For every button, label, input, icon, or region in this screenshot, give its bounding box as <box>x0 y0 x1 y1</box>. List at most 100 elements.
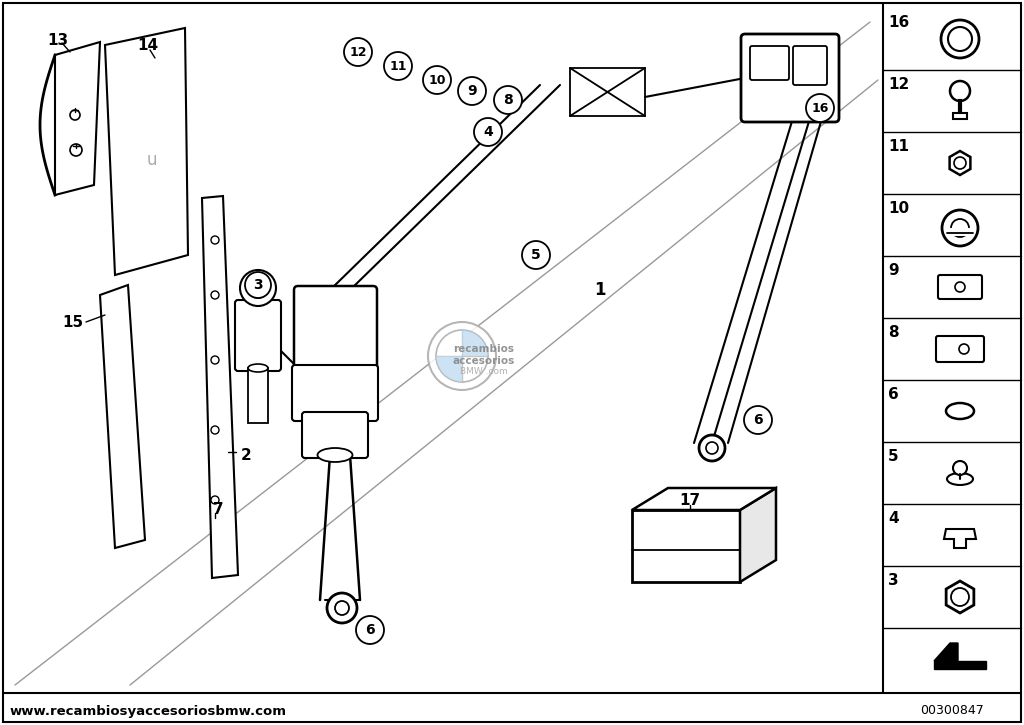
Bar <box>947 228 973 236</box>
Circle shape <box>211 291 219 299</box>
FancyBboxPatch shape <box>292 365 378 421</box>
Circle shape <box>522 241 550 269</box>
Text: 3: 3 <box>888 573 899 588</box>
Text: 00300847: 00300847 <box>921 705 984 718</box>
Text: 6: 6 <box>754 413 763 427</box>
Text: recambios: recambios <box>454 344 514 354</box>
Bar <box>248 368 268 423</box>
Wedge shape <box>436 356 462 382</box>
FancyBboxPatch shape <box>302 412 368 458</box>
Polygon shape <box>55 42 100 195</box>
Circle shape <box>699 435 725 461</box>
Circle shape <box>954 157 966 169</box>
Circle shape <box>959 344 969 354</box>
Text: 8: 8 <box>503 93 513 107</box>
Circle shape <box>245 272 271 298</box>
Circle shape <box>211 496 219 504</box>
Circle shape <box>941 20 979 58</box>
Text: 4: 4 <box>483 125 493 139</box>
Text: 11: 11 <box>389 59 407 72</box>
Polygon shape <box>944 529 976 548</box>
Text: 2: 2 <box>241 447 251 463</box>
Text: 9: 9 <box>467 84 477 98</box>
Text: 9: 9 <box>888 263 899 278</box>
Text: 11: 11 <box>888 139 909 154</box>
Polygon shape <box>934 643 958 661</box>
Text: 10: 10 <box>888 201 909 216</box>
Text: 3: 3 <box>253 278 263 292</box>
Text: 5: 5 <box>531 248 541 262</box>
Circle shape <box>423 66 451 94</box>
Circle shape <box>211 236 219 244</box>
Circle shape <box>955 282 965 292</box>
Circle shape <box>428 322 496 390</box>
Text: 12: 12 <box>888 77 909 92</box>
Polygon shape <box>105 28 188 275</box>
Text: 7: 7 <box>213 502 223 518</box>
Circle shape <box>335 601 349 615</box>
Circle shape <box>211 426 219 434</box>
Ellipse shape <box>946 403 974 419</box>
Circle shape <box>948 27 972 51</box>
Bar <box>3 3 880 690</box>
Polygon shape <box>740 488 776 582</box>
FancyBboxPatch shape <box>294 286 377 374</box>
Circle shape <box>951 219 969 237</box>
Text: BMW .com: BMW .com <box>460 367 508 376</box>
Text: 4: 4 <box>888 511 899 526</box>
Text: 17: 17 <box>680 492 700 507</box>
Circle shape <box>356 616 384 644</box>
Circle shape <box>240 270 276 306</box>
Circle shape <box>951 588 969 606</box>
Polygon shape <box>202 196 238 578</box>
Circle shape <box>458 77 486 105</box>
FancyBboxPatch shape <box>750 46 790 80</box>
Text: 8: 8 <box>888 325 899 340</box>
Text: 16: 16 <box>888 15 909 30</box>
Circle shape <box>70 144 82 156</box>
Text: accesorios: accesorios <box>453 356 515 366</box>
Circle shape <box>211 356 219 364</box>
Circle shape <box>942 210 978 246</box>
Text: 5: 5 <box>888 449 899 464</box>
Text: www.recambiosyaccesoriosbmw.com: www.recambiosyaccesoriosbmw.com <box>10 705 287 718</box>
Circle shape <box>953 461 967 475</box>
Circle shape <box>806 94 834 122</box>
Polygon shape <box>632 488 776 510</box>
Text: 14: 14 <box>137 38 159 52</box>
Circle shape <box>474 118 502 146</box>
Circle shape <box>494 86 522 114</box>
Circle shape <box>744 406 772 434</box>
Polygon shape <box>100 285 145 548</box>
Ellipse shape <box>947 473 973 485</box>
Text: 12: 12 <box>349 46 367 59</box>
Text: 16: 16 <box>811 102 828 115</box>
Circle shape <box>436 330 488 382</box>
Circle shape <box>327 593 357 623</box>
FancyBboxPatch shape <box>938 275 982 299</box>
FancyBboxPatch shape <box>793 46 827 85</box>
Circle shape <box>950 81 970 101</box>
Ellipse shape <box>317 448 352 462</box>
Circle shape <box>706 442 718 454</box>
Polygon shape <box>949 151 971 175</box>
Ellipse shape <box>248 364 268 372</box>
Text: 6: 6 <box>366 623 375 637</box>
Text: 15: 15 <box>62 315 83 329</box>
Polygon shape <box>946 581 974 613</box>
FancyBboxPatch shape <box>741 34 839 122</box>
Text: u: u <box>146 151 158 169</box>
Bar <box>953 113 967 119</box>
Wedge shape <box>462 330 488 356</box>
FancyBboxPatch shape <box>632 510 740 582</box>
FancyBboxPatch shape <box>936 336 984 362</box>
Polygon shape <box>934 661 986 669</box>
FancyBboxPatch shape <box>234 300 281 371</box>
Text: 6: 6 <box>888 387 899 402</box>
Circle shape <box>384 52 412 80</box>
Circle shape <box>344 38 372 66</box>
Text: 10: 10 <box>428 73 445 86</box>
Text: 1: 1 <box>594 281 606 299</box>
Text: 13: 13 <box>47 33 69 48</box>
Circle shape <box>70 110 80 120</box>
